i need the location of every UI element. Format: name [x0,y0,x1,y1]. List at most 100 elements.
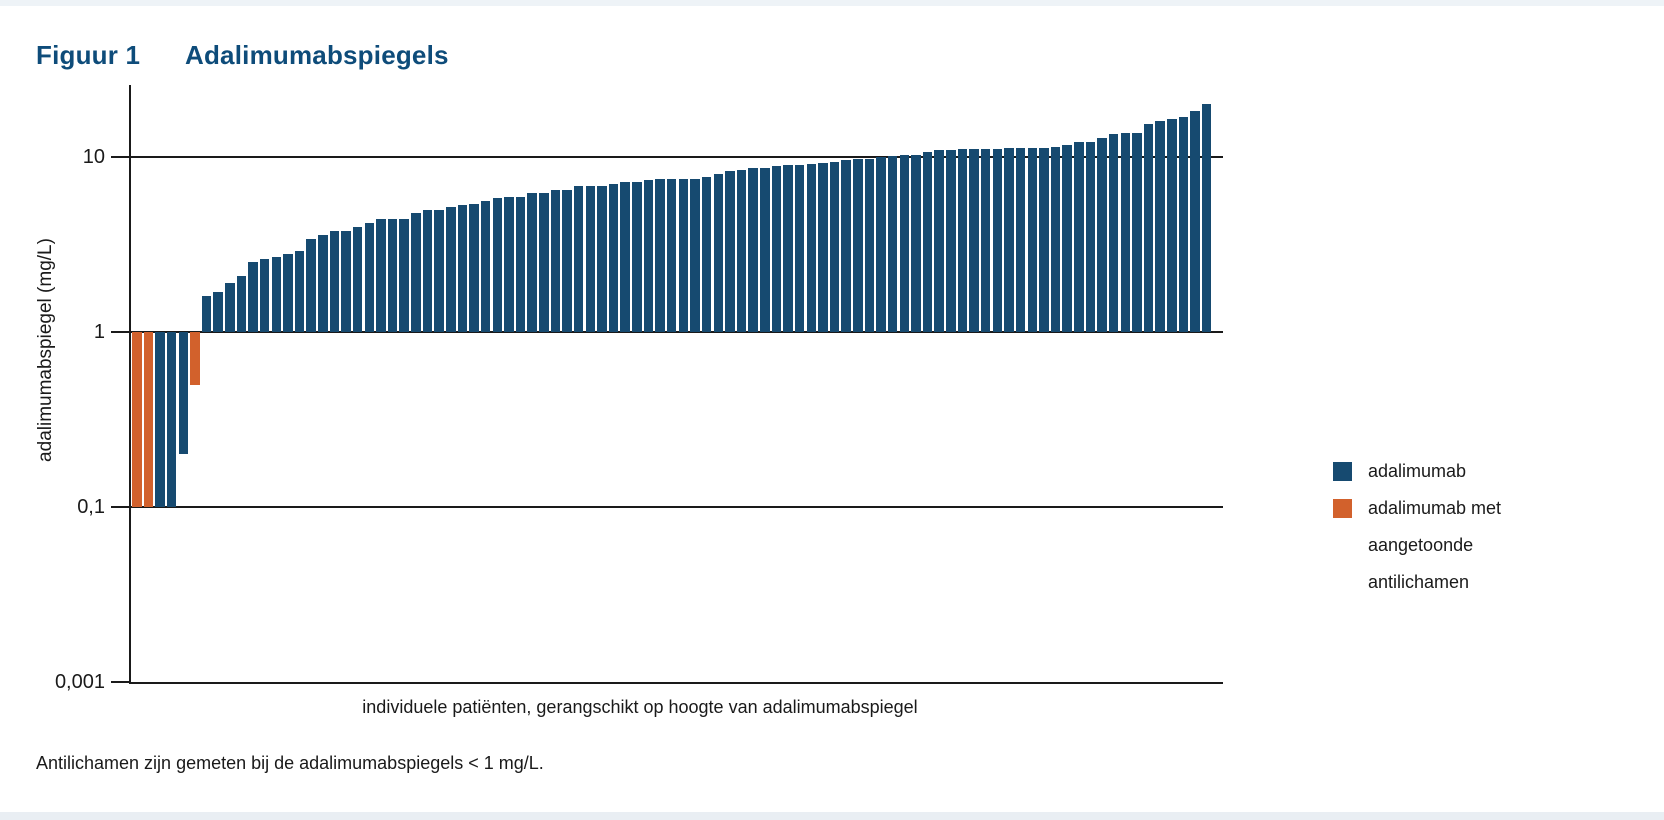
bar-adalimumab [806,164,817,332]
bar-adalimumab-with-antibodies [132,332,142,507]
bar-adalimumab [1085,141,1096,332]
bottom-accent-band [0,812,1664,820]
y-gridline [129,331,1223,333]
bar-adalimumab [1178,116,1189,332]
bar-adalimumab [178,332,189,455]
bar-adalimumab [899,155,910,332]
bar-adalimumab [1120,133,1131,332]
bar-adalimumab [213,291,223,332]
bar-adalimumab [306,238,316,332]
bar-adalimumab [911,154,921,332]
bar-adalimumab [504,197,514,332]
bar-adalimumab [318,234,328,332]
bar-adalimumab [818,162,828,332]
bar-adalimumab [329,230,340,332]
bar-adalimumab [1143,123,1154,332]
bar-adalimumab [1039,147,1049,332]
y-tickmark [111,331,129,333]
legend-label-adalimumab: adalimumab [1368,461,1467,481]
bar-adalimumab [666,178,677,332]
bar-adalimumab [922,151,933,332]
bar-adalimumab [283,253,293,332]
bar-adalimumab [166,332,177,507]
bar-adalimumab [701,176,712,332]
legend-swatch-antibodies [1333,499,1352,518]
bar-adalimumab [1097,138,1107,332]
bar-adalimumab [236,275,247,332]
bar-adalimumab [399,219,409,332]
bar-adalimumab [550,189,561,332]
bar-adalimumab [934,149,944,332]
bar-adalimumab [620,181,630,332]
bar-adalimumab [225,283,235,332]
bar-adalimumab [1062,145,1072,332]
bar-adalimumab [364,222,375,332]
bar-adalimumab [155,332,165,507]
y-tickmark [111,156,129,158]
bar-adalimumab [736,170,747,332]
bar-adalimumab [1027,147,1037,332]
bar-adalimumab [562,189,572,332]
bar-adalimumab [492,198,503,332]
bar-adalimumab [539,193,549,332]
top-accent-band [0,0,1664,6]
bar-adalimumab [457,205,468,332]
bar-adalimumab [259,259,270,332]
bar-adalimumab [725,171,735,332]
bar-adalimumab [980,149,991,332]
y-tick-label: 1 [93,321,105,343]
bar-adalimumab [632,181,642,332]
bar-adalimumab [841,160,851,332]
bar-adalimumab [376,219,386,332]
bar-adalimumab [829,161,840,332]
bar-adalimumab [1015,147,1026,332]
figure-title: Figuur 1 Adalimumabspiegels [36,40,449,71]
bar-adalimumab [422,209,433,332]
bar-adalimumab [434,209,444,332]
bar-adalimumab [294,251,305,332]
y-tick-label: 0,001 [54,671,105,693]
bar-adalimumab [573,186,584,332]
y-tickmark [111,681,129,683]
bar-adalimumab [527,193,537,332]
bar-adalimumab [271,256,282,332]
bar-adalimumab [201,296,212,332]
bar-adalimumab [515,197,526,332]
bar-adalimumab [1167,118,1177,332]
bar-adalimumab [608,184,619,332]
bar-adalimumab [713,173,723,332]
bar-adalimumab-with-antibodies [143,332,154,507]
bar-adalimumab [597,186,607,332]
x-axis-line [129,682,1223,684]
bar-adalimumab [771,165,782,332]
bar-adalimumab [1074,141,1084,332]
x-axis-label: individuele patiënten, gerangschikt op h… [362,697,918,717]
bar-adalimumab [1132,132,1142,332]
legend-item-adalimumab: adalimumab [1333,453,1501,490]
y-gridline [129,506,1223,508]
bar-adalimumab [643,179,654,332]
figure-title-text: Adalimumabspiegels [185,40,449,70]
bar-adalimumab [248,262,258,332]
bar-adalimumab [387,219,398,332]
bar-adalimumab [655,178,665,332]
footnote: Antilichamen zijn gemeten bij de adalimu… [36,753,544,773]
bar-adalimumab [690,178,700,332]
figure-number: Figuur 1 [36,40,141,70]
bar-adalimumab [469,203,479,332]
legend-swatch-adalimumab [1333,462,1352,481]
bar-adalimumab [1190,111,1200,332]
legend-item-antibodies: adalimumab met aangetoonde antilichamen [1333,490,1501,601]
bar-adalimumab [853,159,863,332]
y-tickmark [111,506,129,508]
bar-adalimumab [1050,147,1061,332]
bar-adalimumab [876,157,886,332]
bar-adalimumab [1108,133,1119,332]
bar-adalimumab [341,230,351,332]
y-axis-title: adalimumabspiegel (mg/L) [35,238,56,462]
bar-adalimumab [969,149,979,332]
bar-adalimumab [446,206,456,332]
bar-adalimumab [1004,148,1014,332]
bar-adalimumab [480,201,491,332]
